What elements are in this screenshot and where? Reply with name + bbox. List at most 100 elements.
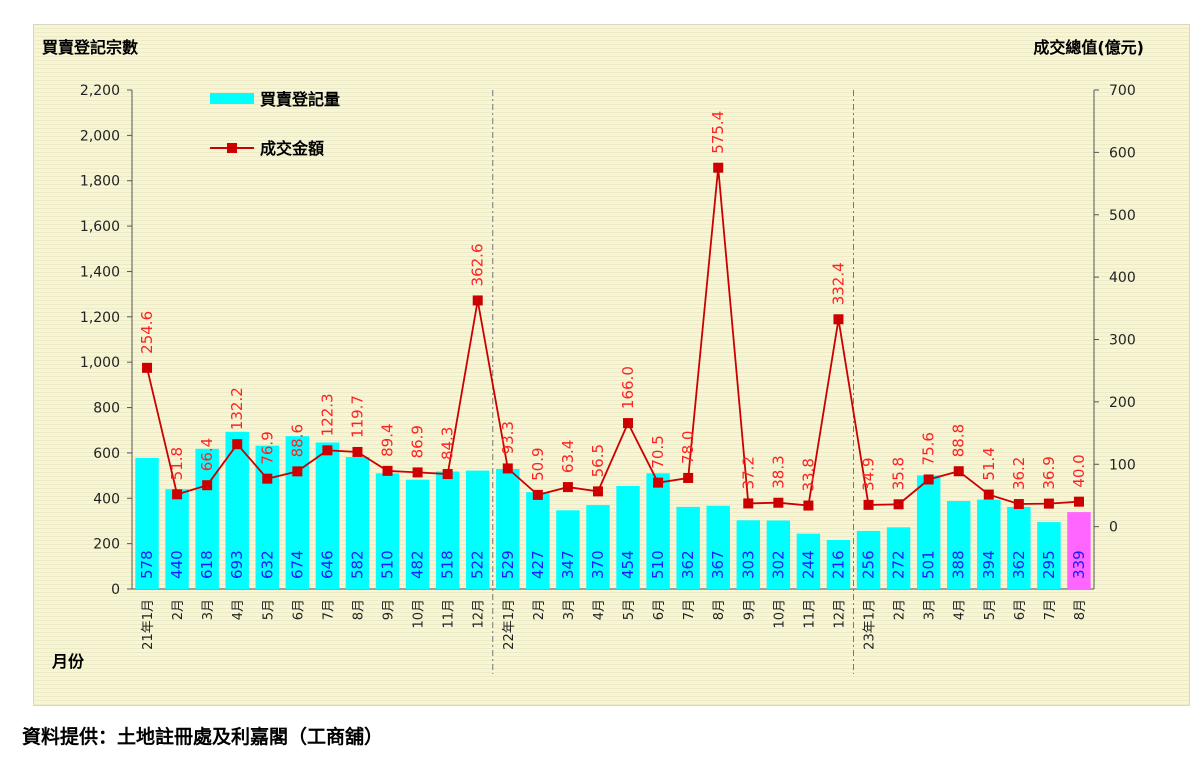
line-point[interactable] [262,473,273,484]
bar-label: 582 [348,550,366,579]
bar[interactable] [135,457,159,589]
line-point[interactable] [322,445,333,456]
bar[interactable] [405,479,430,589]
bar[interactable] [556,510,580,589]
bar[interactable] [586,505,610,589]
bar[interactable] [796,533,821,589]
bar[interactable] [886,527,911,589]
line-point[interactable] [382,465,393,476]
bar[interactable] [766,520,791,589]
bar[interactable] [526,492,550,589]
line-point[interactable] [442,469,453,480]
line-point[interactable] [653,477,664,488]
bar[interactable] [375,473,400,589]
bar-label: 394 [980,550,998,579]
right-tick-label: 500 [1109,208,1136,224]
bar[interactable] [856,530,881,589]
line-point[interactable] [1013,499,1024,510]
bar[interactable] [315,442,340,589]
bar-label: 440 [168,550,186,579]
bar-label: 518 [439,550,457,579]
x-tick-label: 21年1月 [141,599,156,650]
line-value-label: 33.8 [799,458,817,491]
bar[interactable] [616,486,640,589]
x-tick-label: 9月 [742,599,757,620]
bar[interactable] [1007,506,1031,589]
bar[interactable] [285,436,310,589]
x-tick-label: 8月 [1073,599,1088,620]
bar[interactable] [646,473,670,589]
right-tick-label: 700 [1109,83,1136,99]
line-point[interactable] [202,480,213,491]
bar[interactable] [165,489,189,589]
line-value-label: 332.4 [829,262,847,305]
line-point[interactable] [532,489,543,500]
line-value-label: 575.4 [709,111,727,154]
line-point[interactable] [292,466,303,477]
line-point[interactable] [983,489,994,500]
line-point[interactable] [803,500,814,511]
line-value-label: 75.6 [920,432,938,465]
line-point[interactable] [623,418,634,429]
x-tick-label: 9月 [382,599,397,620]
bar[interactable] [435,471,460,589]
bar[interactable] [465,470,490,589]
line-point[interactable] [953,466,964,477]
right-tick-label: 100 [1109,457,1136,473]
bar[interactable] [1037,522,1061,589]
bar[interactable] [496,469,520,589]
bar-label: 367 [709,550,727,579]
left-tick-label: 600 [93,446,120,462]
bar[interactable] [225,431,249,589]
right-tick-label: 400 [1109,270,1136,286]
bar[interactable] [946,500,971,589]
line-point[interactable] [502,463,513,474]
line-value-label: 35.8 [890,457,908,490]
bar[interactable] [345,456,370,589]
bar[interactable] [1067,512,1091,589]
line-point[interactable] [863,499,874,510]
line-point[interactable] [683,472,694,483]
line-point[interactable] [352,446,363,457]
line-point[interactable] [713,162,724,173]
line-value-label: 63.4 [559,440,577,473]
bar[interactable] [195,448,219,589]
line-point[interactable] [592,486,603,497]
bar[interactable] [736,520,761,589]
line-point[interactable] [1073,496,1084,507]
bar[interactable] [255,445,280,589]
right-tick-label: 300 [1109,333,1136,349]
line-point[interactable] [172,489,183,500]
line-point[interactable] [232,439,243,450]
line-point[interactable] [1043,498,1054,509]
bar[interactable] [706,505,730,589]
line-value-label: 132.2 [228,387,246,430]
line-point[interactable] [562,482,573,493]
line-point[interactable] [743,498,754,509]
left-tick-label: 1,800 [80,174,120,190]
bar[interactable] [826,540,851,589]
line-point[interactable] [893,499,904,510]
line-point[interactable] [833,314,844,325]
x-tick-label: 4月 [231,599,246,620]
x-tick-label: 3月 [923,599,938,620]
x-tick-label: 7月 [1043,599,1058,620]
bar[interactable] [977,499,1001,589]
legend-line-marker [227,143,237,153]
right-axis-title: 成交總值(億元) [1033,38,1144,57]
bar[interactable] [676,506,700,589]
line-point[interactable] [472,295,483,306]
line-point[interactable] [412,467,423,478]
x-tick-label: 23年1月 [863,599,878,650]
x-axis-title: 月份 [51,652,85,671]
left-tick-label: 1,200 [80,310,120,326]
line-point[interactable] [773,497,784,508]
bar-label: 578 [138,550,156,579]
line-value-label: 89.4 [379,423,397,456]
line-point[interactable] [923,474,934,485]
bar-label: 454 [619,550,637,579]
line-point[interactable] [142,362,153,373]
bar-label: 510 [649,550,667,579]
x-tick-label: 6月 [652,599,667,620]
bar[interactable] [916,475,941,589]
